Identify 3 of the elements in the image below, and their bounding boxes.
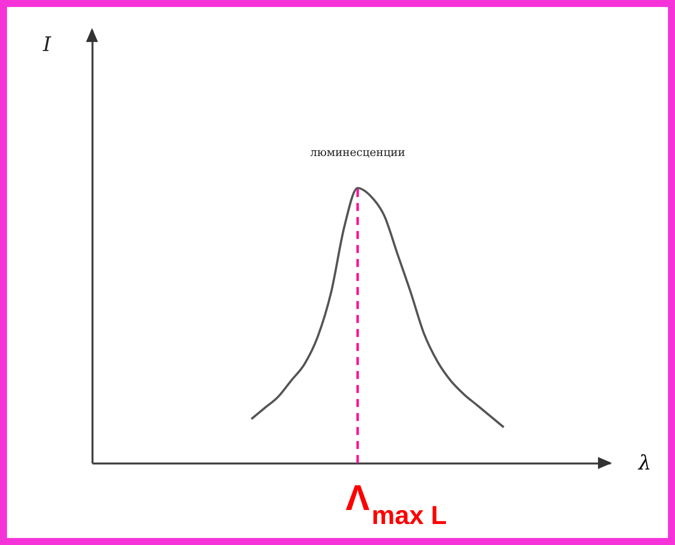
x-axis-title: λ <box>638 450 652 474</box>
text: I <box>42 32 52 56</box>
text: люминесценции <box>310 146 406 160</box>
